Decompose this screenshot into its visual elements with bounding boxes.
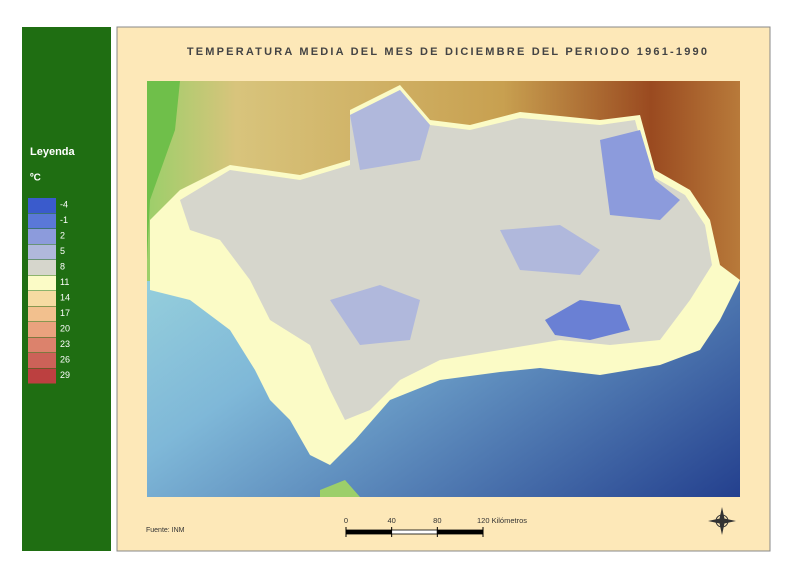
- scale-label: 80: [433, 516, 441, 525]
- compass: [708, 507, 736, 535]
- legend-label: 2: [60, 230, 65, 240]
- legend-label: 14: [60, 292, 70, 302]
- legend-swatch: [28, 353, 56, 368]
- legend-label: 8: [60, 261, 65, 271]
- legend-swatch: [28, 337, 56, 353]
- legend-label: 23: [60, 339, 70, 349]
- legend-label: 29: [60, 370, 70, 380]
- legend-swatch: [28, 213, 56, 229]
- scale-label: 40: [387, 516, 395, 525]
- legend-label: 26: [60, 354, 70, 364]
- legend-swatch: [28, 198, 56, 213]
- legend-label: 20: [60, 323, 70, 333]
- scale-label: 120 Kilómetros: [477, 516, 527, 525]
- map-title: TEMPERATURA MEDIA DEL MES DE DICIEMBRE D…: [187, 46, 709, 58]
- legend-title: Leyenda: [30, 146, 76, 158]
- source: Fuente: INM: [146, 527, 185, 534]
- legend-swatch: [28, 368, 56, 384]
- legend-swatch: [28, 229, 56, 244]
- legend-swatch: [28, 322, 56, 337]
- scale-segment: [391, 529, 438, 535]
- scale-segment: [345, 529, 393, 535]
- legend-label: 17: [60, 308, 70, 318]
- legend-swatch: [28, 260, 56, 275]
- legend-label: -1: [60, 215, 68, 225]
- legend-label: 5: [60, 246, 65, 256]
- legend-label: 11: [60, 277, 69, 287]
- scale-label: 0: [344, 516, 348, 525]
- legend-label: -4: [60, 199, 68, 209]
- legend-swatch: [28, 275, 56, 291]
- map-image: [147, 81, 740, 497]
- legend-swatch: [28, 291, 56, 306]
- scale-segment: [436, 529, 484, 535]
- legend-swatch: [28, 244, 56, 260]
- legend-unit: ºC: [30, 173, 41, 184]
- legend-swatch: [28, 306, 56, 322]
